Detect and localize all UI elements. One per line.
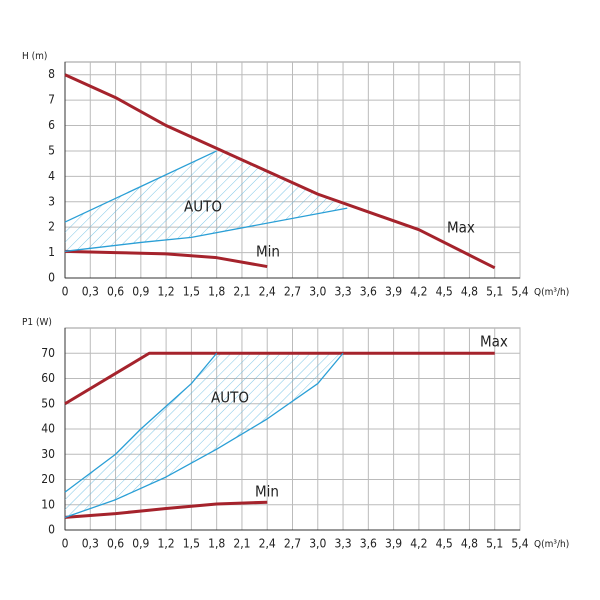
y-tick-label: 20 (41, 472, 55, 486)
y-tick-label: 50 (41, 396, 55, 410)
x-tick-label: 1,5 (183, 285, 200, 299)
region-label: AUTO (184, 198, 222, 216)
x-tick-label: 2,1 (233, 537, 250, 551)
x-tick-label: 0,6 (107, 537, 124, 551)
x-tick-label: 4,2 (410, 537, 427, 551)
y-tick-label: 30 (41, 447, 55, 461)
x-tick-label: 4,5 (436, 537, 453, 551)
y-tick-label: 0 (48, 271, 55, 285)
y-tick-label: 5 (48, 143, 55, 157)
y-tick-label: 3 (48, 194, 55, 208)
x-tick-label: 5,4 (511, 285, 528, 299)
x-tick-label: 4,8 (461, 285, 478, 299)
series-line (64, 150, 217, 223)
auto-region (65, 353, 344, 518)
x-tick-label: 4,8 (461, 537, 478, 551)
x-tick-label: 2,7 (284, 285, 301, 299)
series-line (64, 351, 495, 406)
series-label: Min (256, 243, 280, 261)
x-tick-label: 0 (62, 537, 69, 551)
x-tick-label: 3,6 (360, 285, 377, 299)
region-label: AUTO (211, 389, 249, 407)
x-tick-label: 3,6 (360, 537, 377, 551)
y-axis-label: H (m) (22, 51, 47, 62)
series-line (64, 73, 496, 270)
series-line (64, 352, 218, 493)
x-tick-label: 5,1 (486, 537, 503, 551)
x-tick-label: 0,6 (107, 285, 124, 299)
y-tick-label: 60 (41, 371, 55, 385)
x-axis-label: Q(m³/h) (534, 539, 569, 550)
x-tick-label: 2,4 (259, 537, 276, 551)
x-tick-label: 5,4 (511, 537, 528, 551)
x-tick-label: 3,9 (385, 537, 402, 551)
x-tick-label: 3,3 (334, 285, 351, 299)
x-tick-label: 4,5 (436, 285, 453, 299)
x-tick-label: 3,3 (334, 537, 351, 551)
y-tick-label: 0 (48, 523, 55, 537)
x-tick-label: 4,2 (410, 285, 427, 299)
x-tick-label: 3,9 (385, 285, 402, 299)
series-line (64, 352, 344, 518)
x-tick-label: 1,5 (183, 537, 200, 551)
series-line (64, 500, 268, 519)
y-tick-label: 40 (41, 422, 55, 436)
y-tick-label: 1 (48, 245, 55, 259)
x-tick-label: 2,1 (233, 285, 250, 299)
y-axis-label: P1 (W) (22, 317, 52, 328)
x-axis-label: Q(m³/h) (534, 287, 569, 298)
y-tick-label: 10 (41, 497, 55, 511)
x-tick-label: 0,9 (132, 285, 149, 299)
y-tick-label: 70 (41, 346, 55, 360)
y-tick-label: 2 (48, 220, 55, 234)
series-label: Min (255, 483, 279, 501)
series-label: Max (480, 333, 508, 351)
series-label: Max (447, 219, 475, 237)
y-tick-label: 7 (48, 93, 55, 107)
x-tick-label: 1,2 (158, 537, 175, 551)
x-tick-label: 1,2 (158, 285, 175, 299)
y-tick-label: 4 (48, 169, 55, 183)
x-tick-label: 0 (62, 285, 69, 299)
x-tick-label: 2,4 (259, 285, 276, 299)
x-tick-label: 1,8 (208, 285, 225, 299)
series-line (64, 249, 268, 269)
y-tick-label: 8 (48, 67, 55, 81)
x-tick-label: 3,0 (309, 537, 326, 551)
x-tick-label: 3,0 (309, 285, 326, 299)
y-tick-label: 6 (48, 118, 55, 132)
x-tick-label: 5,1 (486, 285, 503, 299)
series-line (64, 207, 348, 252)
x-tick-label: 0,3 (82, 537, 99, 551)
x-tick-label: 1,8 (208, 537, 225, 551)
x-tick-label: 0,9 (132, 537, 149, 551)
x-tick-label: 0,3 (82, 285, 99, 299)
x-tick-label: 2,7 (284, 537, 301, 551)
